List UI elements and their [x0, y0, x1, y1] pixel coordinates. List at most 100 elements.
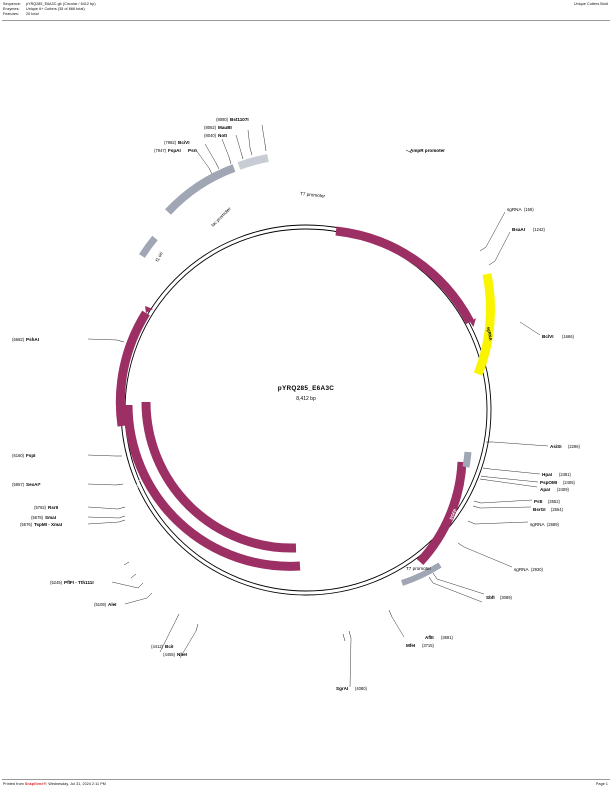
- site-name-alei: AleI: [108, 602, 116, 607]
- feature-arc-f1-ori[interactable]: [139, 235, 158, 258]
- site-name-smai: SmaI: [45, 515, 56, 520]
- feature-label-lac-promoter: lac promoter: [210, 206, 232, 228]
- feature-text-ampr: AmpR: [133, 479, 141, 492]
- site-name-apai: ApaI: [540, 487, 550, 492]
- site-pos-aflii: (3691): [441, 635, 453, 640]
- site-name-aflii: AflII: [425, 635, 434, 640]
- feature-arc-t7-promoter[interactable]: [401, 562, 442, 586]
- feature-arc-ori[interactable]: [141, 401, 297, 553]
- site-name-nhei: NheI: [177, 652, 187, 657]
- site-name-noti: NotI: [218, 133, 227, 138]
- site-name-rsrii: RsrII: [48, 505, 58, 510]
- site-pos-mfei: (3715): [422, 643, 434, 648]
- site-name-sgrna-159: sgRNA: [507, 207, 522, 212]
- feature-arc-lac-promoter[interactable]: [237, 154, 269, 170]
- site-name-pflfi: PflFI - Tth111I: [64, 580, 94, 585]
- site-name-sgrna-2689: sgRNA: [530, 522, 545, 527]
- site-labels-left: (5109) AleI (5245) PflFI - Tth111I (5676…: [12, 337, 116, 607]
- page-number: Page 1: [596, 782, 608, 786]
- printed-from-prefix: Printed from: [3, 782, 25, 786]
- site-name-bsrgi: BsrGI: [533, 507, 546, 512]
- site-pos-pshai: (6682): [12, 337, 24, 342]
- header-key-sequence: Sequence:: [3, 2, 22, 6]
- site-pos-bsrgi: (2564): [551, 507, 563, 512]
- header-row-sequence: Sequence: pYRQ285_E6A3C.gb (Circular / 84…: [3, 2, 96, 7]
- site-name-asisi: AsiSI: [550, 444, 562, 449]
- site-name-sgrna-2930: sgRNA: [514, 567, 529, 572]
- header-value-sequence: pYRQ285_E6A3C.gb (Circular / 8412 bp): [26, 2, 96, 6]
- plasmid-name-label: pYRQ285_E6A3C: [278, 385, 335, 392]
- site-pos-pspomi: (2405): [563, 480, 575, 485]
- site-pos-maubi: (8062): [204, 125, 216, 130]
- site-name-fspi: FspI: [26, 453, 35, 458]
- feature-arc-sgrna-scaffold[interactable]: [473, 273, 495, 376]
- feature-label-bottom-right: T7 promoter: [406, 566, 431, 571]
- print-info: Printed from SnapGene®: Wednesday, Jul 3…: [3, 782, 106, 786]
- site-pos-sgrna-2689: (2689): [547, 522, 559, 527]
- site-name-pspomi: PspOMI: [540, 480, 557, 485]
- site-name-bsaai: BsaAI: [512, 227, 525, 232]
- header-row-features: Features: 20 total: [3, 12, 96, 17]
- site-labels-right: sgRNA (159) BsaAI (1242) BclVI (1666) As…: [486, 207, 580, 600]
- feature-text-mcs: MCS: [181, 198, 191, 208]
- footer-divider: [2, 779, 610, 780]
- feature-arc-ampr[interactable]: [123, 404, 301, 571]
- site-name-hpai: HpaI: [542, 472, 552, 477]
- label-leader-lines: [87, 124, 549, 688]
- header-key-enzymes: Enzymes:: [3, 7, 20, 12]
- feature-arc-mcs[interactable]: [165, 164, 236, 215]
- site-name-sbfi: SbfI: [486, 595, 495, 600]
- site-name-bst1107i: Bst1107I: [230, 117, 249, 122]
- site-pos-rsrii: (5782): [34, 505, 46, 510]
- site-pos-sgrai: (4080): [355, 686, 367, 691]
- feature-arc-small-right[interactable]: [462, 451, 472, 468]
- site-name-fspai: FspAI: [168, 148, 181, 153]
- site-name-sgrai: SgrAI: [336, 686, 348, 691]
- restriction-site-ticks: [115, 143, 496, 642]
- site-pos-asisi: (2296): [568, 444, 580, 449]
- site-pos-smai: (5678): [31, 515, 43, 520]
- site-labels-bottom: AflII (3691) MfeI (3715) SgrAI (4080) (4…: [151, 635, 453, 691]
- site-name-bcivi: BciVI: [178, 140, 190, 145]
- site-name-sexai: SexAI*: [26, 482, 41, 487]
- feature-arc-egfp[interactable]: [416, 461, 467, 566]
- site-name-pshai: PshAI: [26, 337, 39, 342]
- feature-text-labels: AmpR promoter T7 promoter lac promoter f…: [154, 148, 445, 571]
- feature-arc-promoter-left[interactable]: [115, 310, 150, 427]
- site-pos-bsaai: (1242): [533, 227, 545, 232]
- plasmid-map-canvas: CMV enhancer CMV enhancer sgRNA AmpR ori…: [0, 22, 612, 779]
- site-name-mfei: MfeI: [406, 643, 415, 648]
- feature-arrow-promoter-left: [145, 306, 153, 313]
- feature-marker-ampr-promoter: [405, 149, 413, 154]
- site-pos-bclvi: (1666): [562, 334, 574, 339]
- feature-label-ampr-promoter: AmpR promoter: [410, 148, 445, 153]
- page-header: Sequence: pYRQ285_E6A3C.gb (Circular / 84…: [0, 0, 612, 22]
- header-value-enzymes: Unique 6+ Cutters (35 of 866 total): [26, 7, 85, 12]
- site-pos-bcivi: (7982): [164, 140, 176, 145]
- site-pos-pflfi: (5245): [50, 580, 62, 585]
- site-name-psti: PstI: [534, 499, 542, 504]
- snapgene-brand: SnapGene®: [24, 782, 47, 786]
- feature-arrow-cmv-enhancer: [470, 318, 476, 327]
- site-pos-fspi: (6160): [12, 453, 24, 458]
- feature-label-t7-promoter: T7 promoter: [300, 191, 326, 199]
- site-pos-sgrna-159: (159): [524, 207, 534, 212]
- site-pos-fspai: (7947): [154, 148, 166, 153]
- feature-arc-cmv-enhancer[interactable]: [335, 226, 474, 325]
- site-name-tspmi: TspMI - XmaI: [34, 522, 62, 527]
- site-pos-bcii: (4412): [151, 644, 163, 649]
- site-name-psri: PsrI: [188, 148, 197, 153]
- printed-timestamp: : Wednesday, Jul 31, 2024 2:11 PM: [46, 782, 106, 786]
- site-pos-bst1107i: (8080): [216, 117, 228, 122]
- feature-text-egfp: EGFP: [448, 508, 457, 521]
- site-labels-top: (7947) FspAI PsrI (7982) BciVI (8040) No…: [154, 117, 249, 153]
- site-pos-sexai: (5957): [12, 482, 24, 487]
- header-divider: [2, 20, 610, 21]
- site-pos-nhei: (4455): [163, 652, 175, 657]
- site-name-maubi: MauBI: [218, 125, 232, 130]
- site-pos-noti: (8040): [204, 133, 216, 138]
- plasmid-size-label: 8,412 bp: [296, 396, 316, 402]
- site-pos-psti: (2552): [548, 499, 560, 504]
- site-name-bcii: BciI: [165, 644, 173, 649]
